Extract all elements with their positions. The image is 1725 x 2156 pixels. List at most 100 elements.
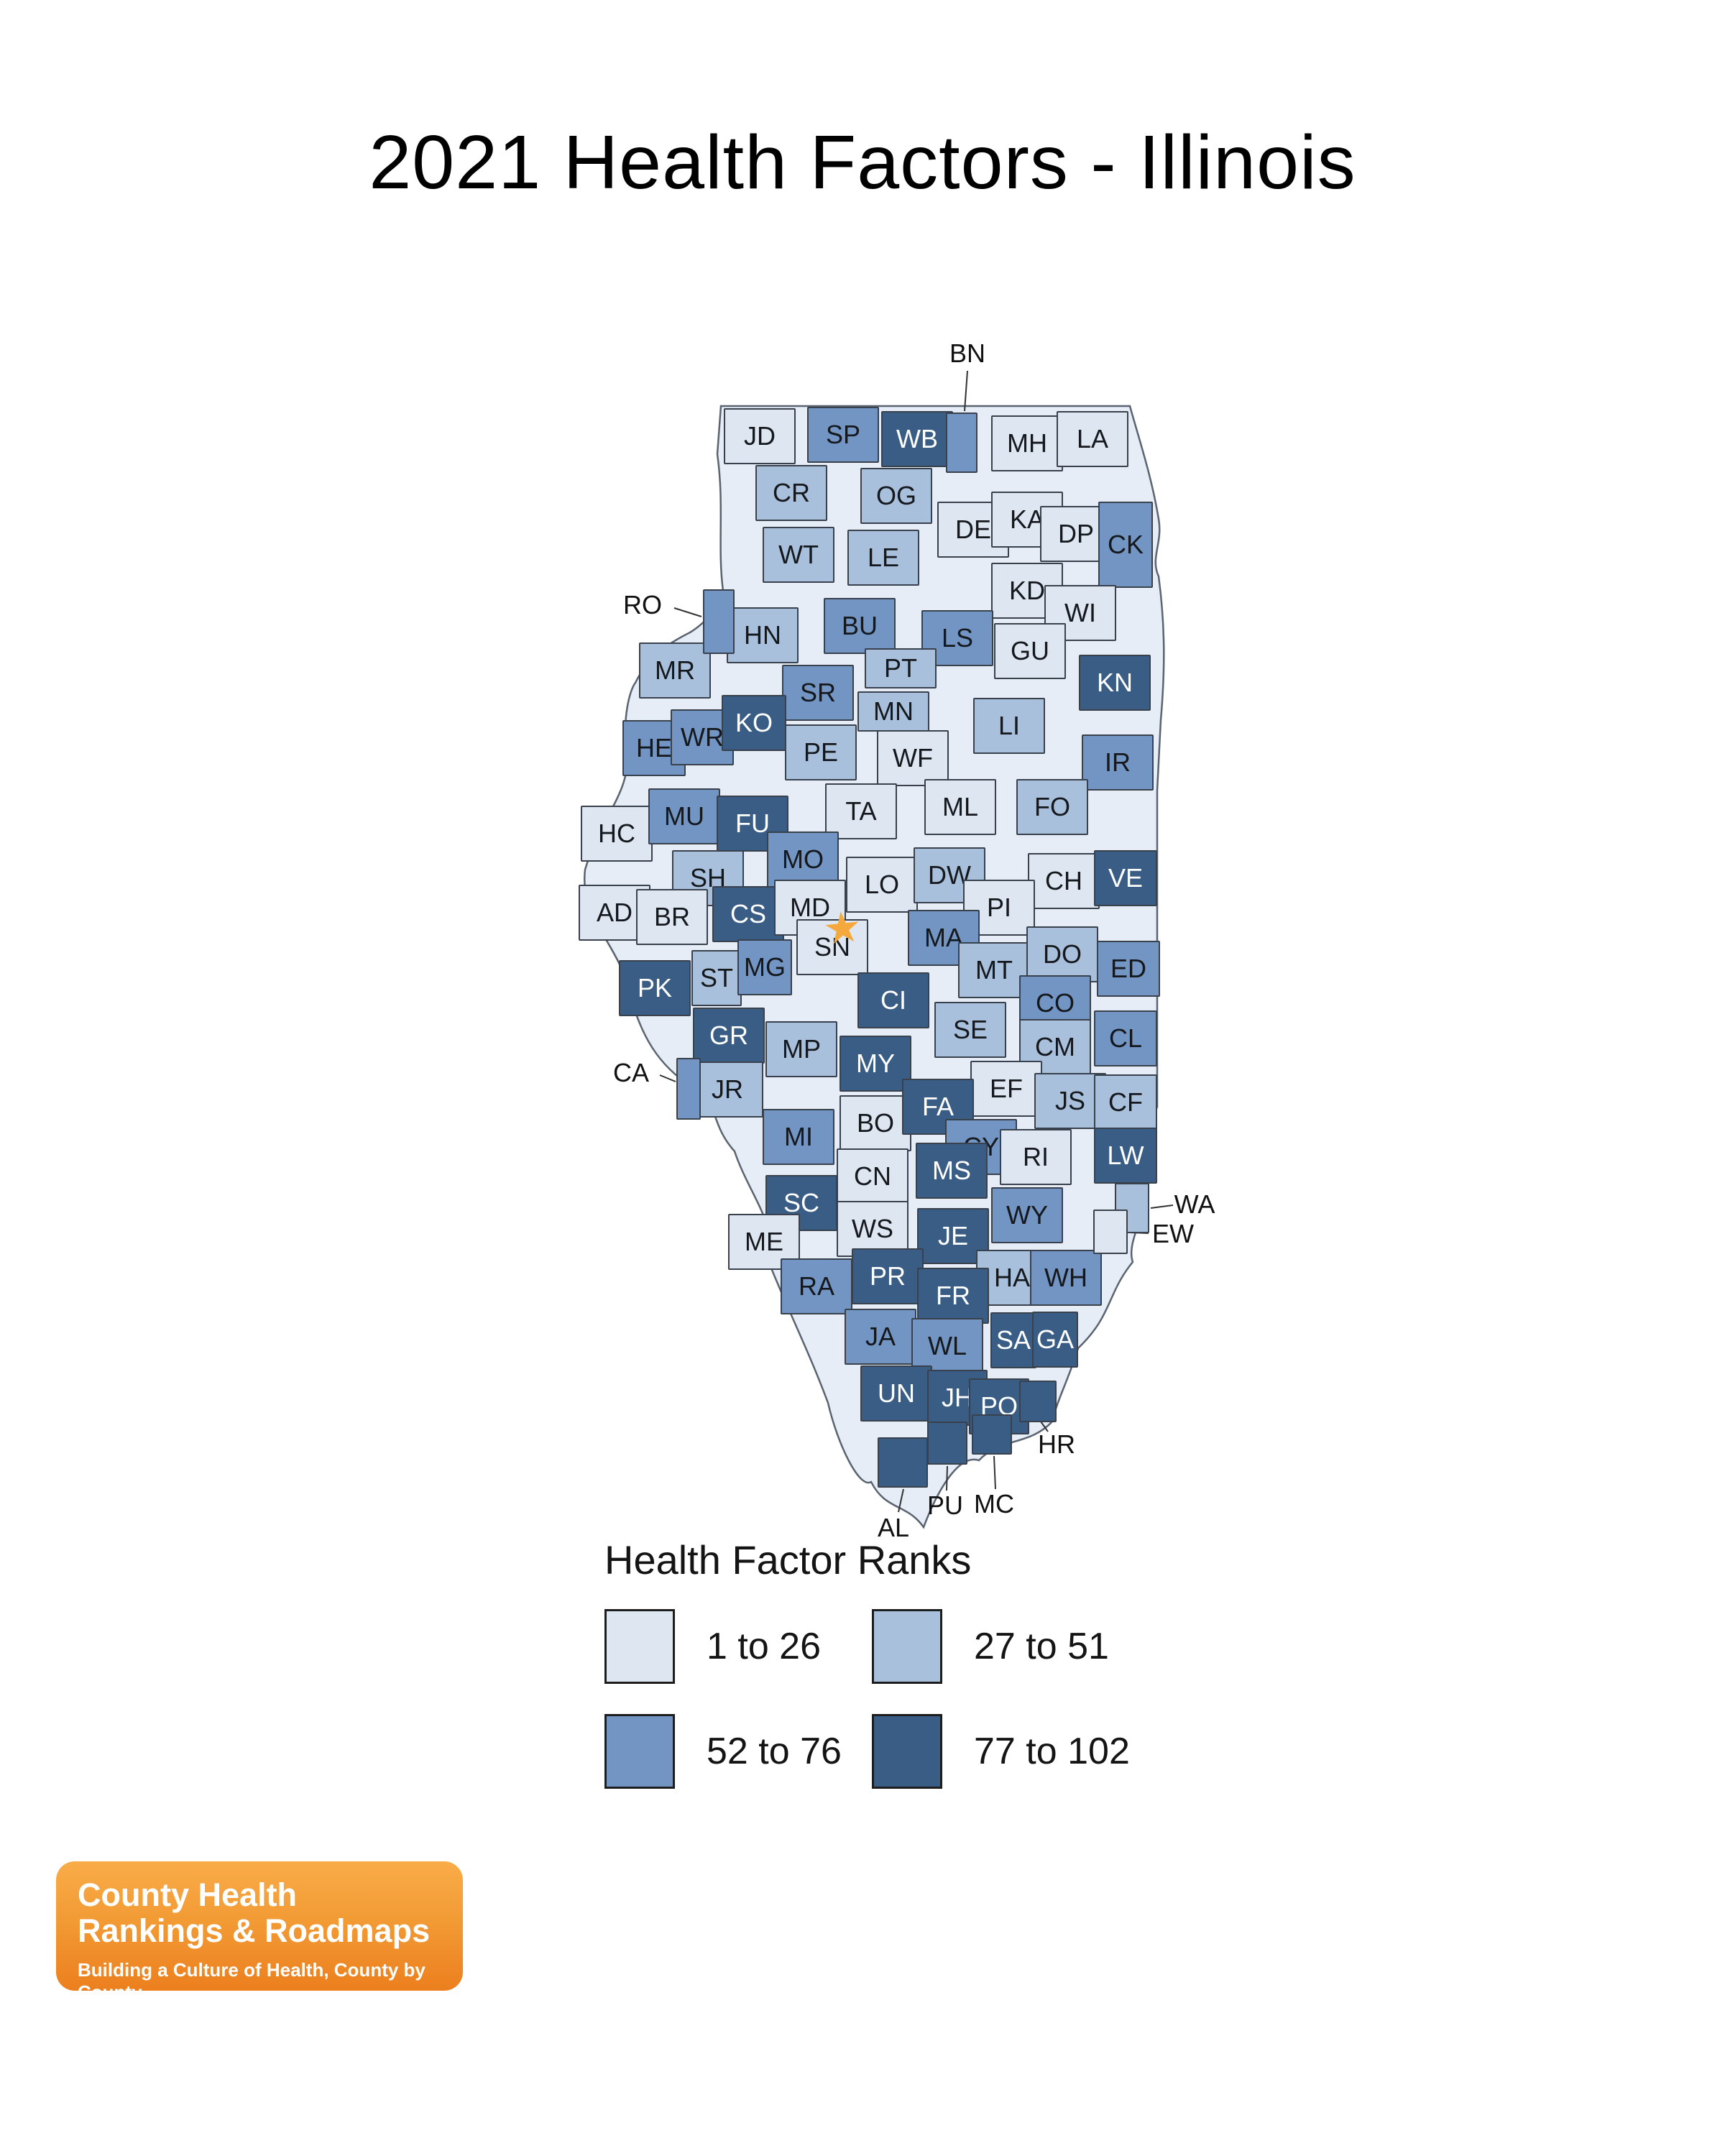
county-ED[interactable]: ED (1097, 941, 1160, 997)
county-SE[interactable]: SE (934, 1002, 1006, 1058)
leader-line-WA (1150, 1204, 1174, 1209)
county-RA[interactable]: RA (781, 1258, 852, 1314)
county-WH[interactable]: WH (1030, 1250, 1102, 1306)
county-HR[interactable] (1019, 1381, 1057, 1422)
legend-swatch-77to102 (872, 1714, 942, 1789)
county-BR[interactable]: BR (636, 889, 708, 945)
county-EF[interactable]: EF (970, 1061, 1042, 1117)
leader-line-CA (659, 1074, 676, 1082)
county-MU[interactable]: MU (648, 788, 720, 844)
county-WB[interactable]: WB (881, 411, 953, 467)
county-FO[interactable]: FO (1016, 779, 1088, 835)
county-SP[interactable]: SP (807, 407, 879, 463)
county-CI[interactable]: CI (857, 972, 929, 1028)
county-WA[interactable] (1115, 1183, 1149, 1233)
legend-item-2: 27 to 51 (872, 1609, 1139, 1684)
logo-line-2: Rankings & Roadmaps (78, 1912, 431, 1949)
county-KN[interactable]: KN (1079, 655, 1151, 711)
county-CA[interactable] (676, 1058, 701, 1120)
county-MD[interactable]: MD (774, 880, 846, 936)
county-VE[interactable]: VE (1094, 850, 1157, 906)
legend-label: 52 to 76 (707, 1731, 842, 1772)
county-MO[interactable]: MO (767, 831, 839, 888)
county-UN[interactable]: UN (860, 1365, 932, 1422)
county-MY[interactable]: MY (840, 1036, 911, 1092)
legend-label: 27 to 51 (974, 1626, 1109, 1667)
county-SN[interactable]: SN (796, 919, 868, 975)
county-JA[interactable]: JA (845, 1309, 916, 1365)
leader-line-BN (964, 370, 968, 412)
county-GR[interactable]: GR (693, 1008, 765, 1064)
county-MC[interactable] (972, 1414, 1012, 1455)
county-ME[interactable]: ME (728, 1214, 800, 1270)
leader-line-MC (993, 1455, 996, 1490)
county-CS[interactable]: CS (712, 886, 784, 942)
county-CL[interactable]: CL (1094, 1010, 1157, 1067)
county-PE[interactable]: PE (785, 724, 857, 780)
county-LI[interactable]: LI (973, 698, 1045, 754)
leader-line-AL (898, 1488, 904, 1513)
county-SA[interactable]: SA (990, 1312, 1036, 1368)
county-AL[interactable] (878, 1437, 928, 1488)
county-JD[interactable]: JD (724, 408, 796, 464)
county-OG[interactable]: OG (860, 468, 932, 524)
county-MG[interactable]: MG (737, 939, 792, 995)
legend: Health Factor Ranks 1 to 26 27 to 51 52 … (604, 1537, 1139, 1819)
county-FA[interactable]: FA (902, 1079, 974, 1135)
county-HC[interactable]: HC (581, 806, 653, 862)
legend-swatch-27to51 (872, 1609, 942, 1684)
county-LO[interactable]: LO (846, 857, 918, 913)
county-WF[interactable]: WF (877, 730, 949, 786)
county-CK[interactable]: CK (1098, 502, 1153, 588)
county-PT[interactable]: PT (865, 648, 937, 688)
county-ST[interactable]: ST (691, 950, 742, 1006)
county-ML[interactable]: ML (924, 779, 996, 835)
county-KO[interactable]: KO (722, 695, 786, 751)
county-HN[interactable]: HN (727, 607, 799, 663)
county-CH[interactable]: CH (1028, 853, 1100, 909)
county-SR[interactable]: SR (782, 665, 854, 721)
county-CR[interactable]: CR (755, 465, 827, 521)
county-PU[interactable] (927, 1422, 967, 1465)
county-BU[interactable]: BU (824, 598, 896, 654)
logo-tagline: Building a Culture of Health, County by … (78, 1959, 426, 2003)
county-WS[interactable]: WS (837, 1201, 908, 1257)
county-LE[interactable]: LE (847, 530, 919, 586)
county-JR[interactable]: JR (691, 1061, 763, 1118)
county-GA[interactable]: GA (1032, 1312, 1078, 1368)
legend-item-3: 52 to 76 (604, 1714, 872, 1789)
county-FR[interactable]: FR (917, 1268, 989, 1324)
legend-item-1: 1 to 26 (604, 1609, 872, 1684)
county-IR[interactable]: IR (1082, 734, 1154, 791)
county-LA[interactable]: LA (1057, 411, 1128, 467)
county-DO[interactable]: DO (1026, 926, 1098, 982)
legend-label: 77 to 102 (974, 1731, 1130, 1772)
county-RO[interactable] (703, 589, 735, 654)
county-WY[interactable]: WY (991, 1187, 1063, 1243)
county-CF[interactable]: CF (1094, 1074, 1157, 1130)
leader-line-HR (1040, 1421, 1049, 1432)
county-MS[interactable]: MS (916, 1143, 988, 1199)
county-RI[interactable]: RI (1000, 1129, 1072, 1185)
county-PR[interactable]: PR (852, 1248, 924, 1304)
county-CN[interactable]: CN (837, 1148, 908, 1204)
county-PK[interactable]: PK (619, 960, 691, 1016)
county-MH[interactable]: MH (991, 415, 1063, 471)
county-BN[interactable] (946, 413, 978, 473)
county-TA[interactable]: TA (825, 783, 897, 839)
legend-item-4: 77 to 102 (872, 1714, 1139, 1789)
legend-title: Health Factor Ranks (604, 1537, 972, 1583)
county-health-rankings-logo: County Health Rankings & Roadmaps Buildi… (56, 1861, 463, 2003)
county-FU[interactable]: FU (717, 796, 788, 852)
county-MP[interactable]: MP (765, 1021, 837, 1077)
page-title: 2021 Health Factors - Illinois (369, 120, 1356, 205)
county-BO[interactable]: BO (840, 1095, 911, 1151)
county-GU[interactable]: GU (994, 623, 1066, 679)
county-LW[interactable]: LW (1094, 1128, 1157, 1184)
county-EW[interactable] (1093, 1210, 1128, 1254)
county-WT[interactable]: WT (763, 527, 834, 583)
county-MR[interactable]: MR (639, 642, 711, 699)
county-MN[interactable]: MN (857, 691, 929, 732)
county-MI[interactable]: MI (763, 1109, 834, 1165)
